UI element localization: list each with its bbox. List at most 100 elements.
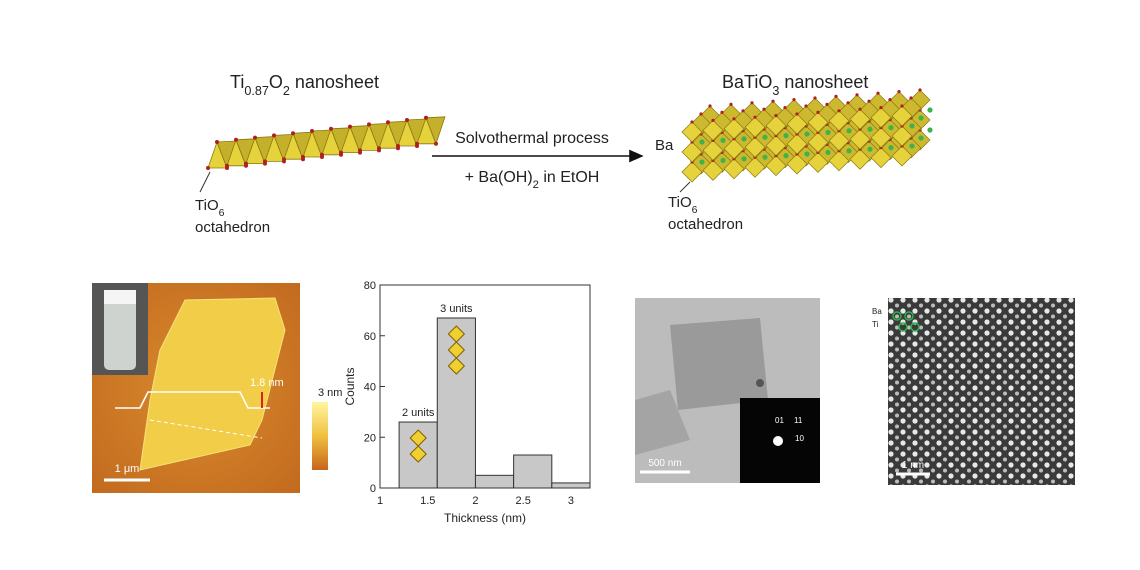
oxygen-atom [386, 120, 390, 125]
octahedron [786, 153, 808, 175]
octahedron [786, 113, 808, 135]
y-tick-label: 60 [364, 331, 376, 343]
barium-atom [762, 134, 768, 140]
octahedron [807, 131, 829, 153]
bar [513, 454, 553, 489]
octahedron [870, 107, 892, 129]
ion-label: Ba [655, 137, 674, 154]
barium-atom [783, 153, 789, 159]
oxygen-atom [837, 109, 841, 113]
barium-atom [699, 139, 705, 145]
oxygen-atom [272, 133, 276, 138]
particle [756, 379, 764, 387]
diffraction-label: 01 [775, 416, 784, 425]
oxygen-atom [918, 88, 922, 92]
barium-atom [720, 137, 726, 143]
oxygen-atom [699, 112, 703, 116]
oxygen-atom [858, 107, 862, 111]
y-axis-label: Counts [343, 367, 357, 405]
octahedron [765, 135, 787, 157]
octahedron [681, 121, 703, 143]
oxygen-atom [690, 120, 694, 124]
height-profile [115, 391, 270, 409]
oxygen-atom [876, 91, 880, 95]
oxygen-atom [732, 117, 736, 121]
unit-label: TiO6 [668, 194, 698, 216]
vial [104, 292, 136, 370]
oxygen-atom [225, 163, 229, 168]
diffraction-label: 10 [795, 434, 804, 443]
octahedron [744, 116, 766, 138]
oxygen-atom [897, 90, 901, 94]
x-tick-label: 1.5 [420, 495, 435, 507]
product-label: BaTiO3 nanosheet [722, 72, 868, 98]
oxygen-atom [424, 115, 428, 120]
oxygen-atom [348, 124, 352, 129]
oxygen-atom [753, 115, 757, 119]
oxygen-atom [774, 114, 778, 118]
octahedron [702, 159, 724, 181]
barium-atom [804, 151, 810, 157]
octahedron [891, 145, 913, 167]
x-tick-label: 2.5 [516, 495, 531, 507]
diffraction-center [773, 436, 783, 446]
oxygen-atom [708, 104, 712, 108]
octahedron [681, 141, 703, 163]
unit-icon [409, 445, 427, 463]
atom-marker [892, 311, 902, 321]
scale-bar-label: 1 μm [115, 463, 140, 475]
octahedron [702, 119, 724, 141]
barium-atom [720, 157, 726, 163]
oxygen-atom [888, 98, 892, 102]
oxygen-atom [301, 155, 305, 159]
octahedron [849, 148, 871, 170]
octahedron [807, 151, 829, 173]
process-text: Solvothermal process [455, 130, 609, 147]
octahedron [828, 110, 850, 132]
oxygen-atom [879, 106, 883, 110]
oxygen-atom [804, 104, 808, 108]
octahedron [723, 138, 745, 160]
annotation: 3 units [440, 303, 473, 315]
oxygen-atom [263, 159, 267, 164]
oxygen-atom [741, 109, 745, 113]
oxygen-atom [282, 157, 286, 162]
oxygen-atom [244, 161, 248, 166]
barium-atom [909, 123, 915, 129]
octahedron [723, 158, 745, 180]
bar [551, 482, 591, 489]
crystal-structures [206, 88, 933, 183]
oxygen-atom [867, 99, 871, 103]
y-tick-label: 20 [364, 432, 376, 444]
unit-label: octahedron [195, 219, 270, 236]
oxygen-atom [783, 106, 787, 110]
x-tick-label: 2 [472, 495, 478, 507]
octahedron [849, 128, 871, 150]
oxygen-atom [396, 144, 400, 148]
barium-atom [888, 145, 894, 151]
atom-marker [898, 322, 908, 332]
unit-label: TiO6 [195, 197, 225, 219]
octahedron [828, 150, 850, 172]
atom-label: Ba [872, 307, 882, 316]
step-height: 1.8 nm [250, 377, 284, 389]
octahedron [807, 111, 829, 133]
annotation: 2 units [402, 407, 435, 419]
octahedron [744, 156, 766, 178]
x-axis-label: Thickness (nm) [444, 511, 526, 525]
scale-bar-label: 500 nm [648, 458, 681, 469]
oxygen-atom [310, 129, 314, 133]
oxygen-atom [729, 102, 733, 106]
profile-line [149, 419, 263, 439]
colorbar [312, 402, 328, 470]
barium-atom [888, 125, 894, 131]
bar [474, 474, 515, 489]
barium-atom [825, 129, 831, 135]
oxygen-atom [405, 118, 409, 122]
barium-atom [762, 154, 768, 160]
oxygen-atom [711, 118, 715, 122]
oxygen-atom [816, 110, 820, 114]
octahedron [870, 127, 892, 149]
barium-atom [846, 128, 852, 134]
octahedron [891, 125, 913, 147]
